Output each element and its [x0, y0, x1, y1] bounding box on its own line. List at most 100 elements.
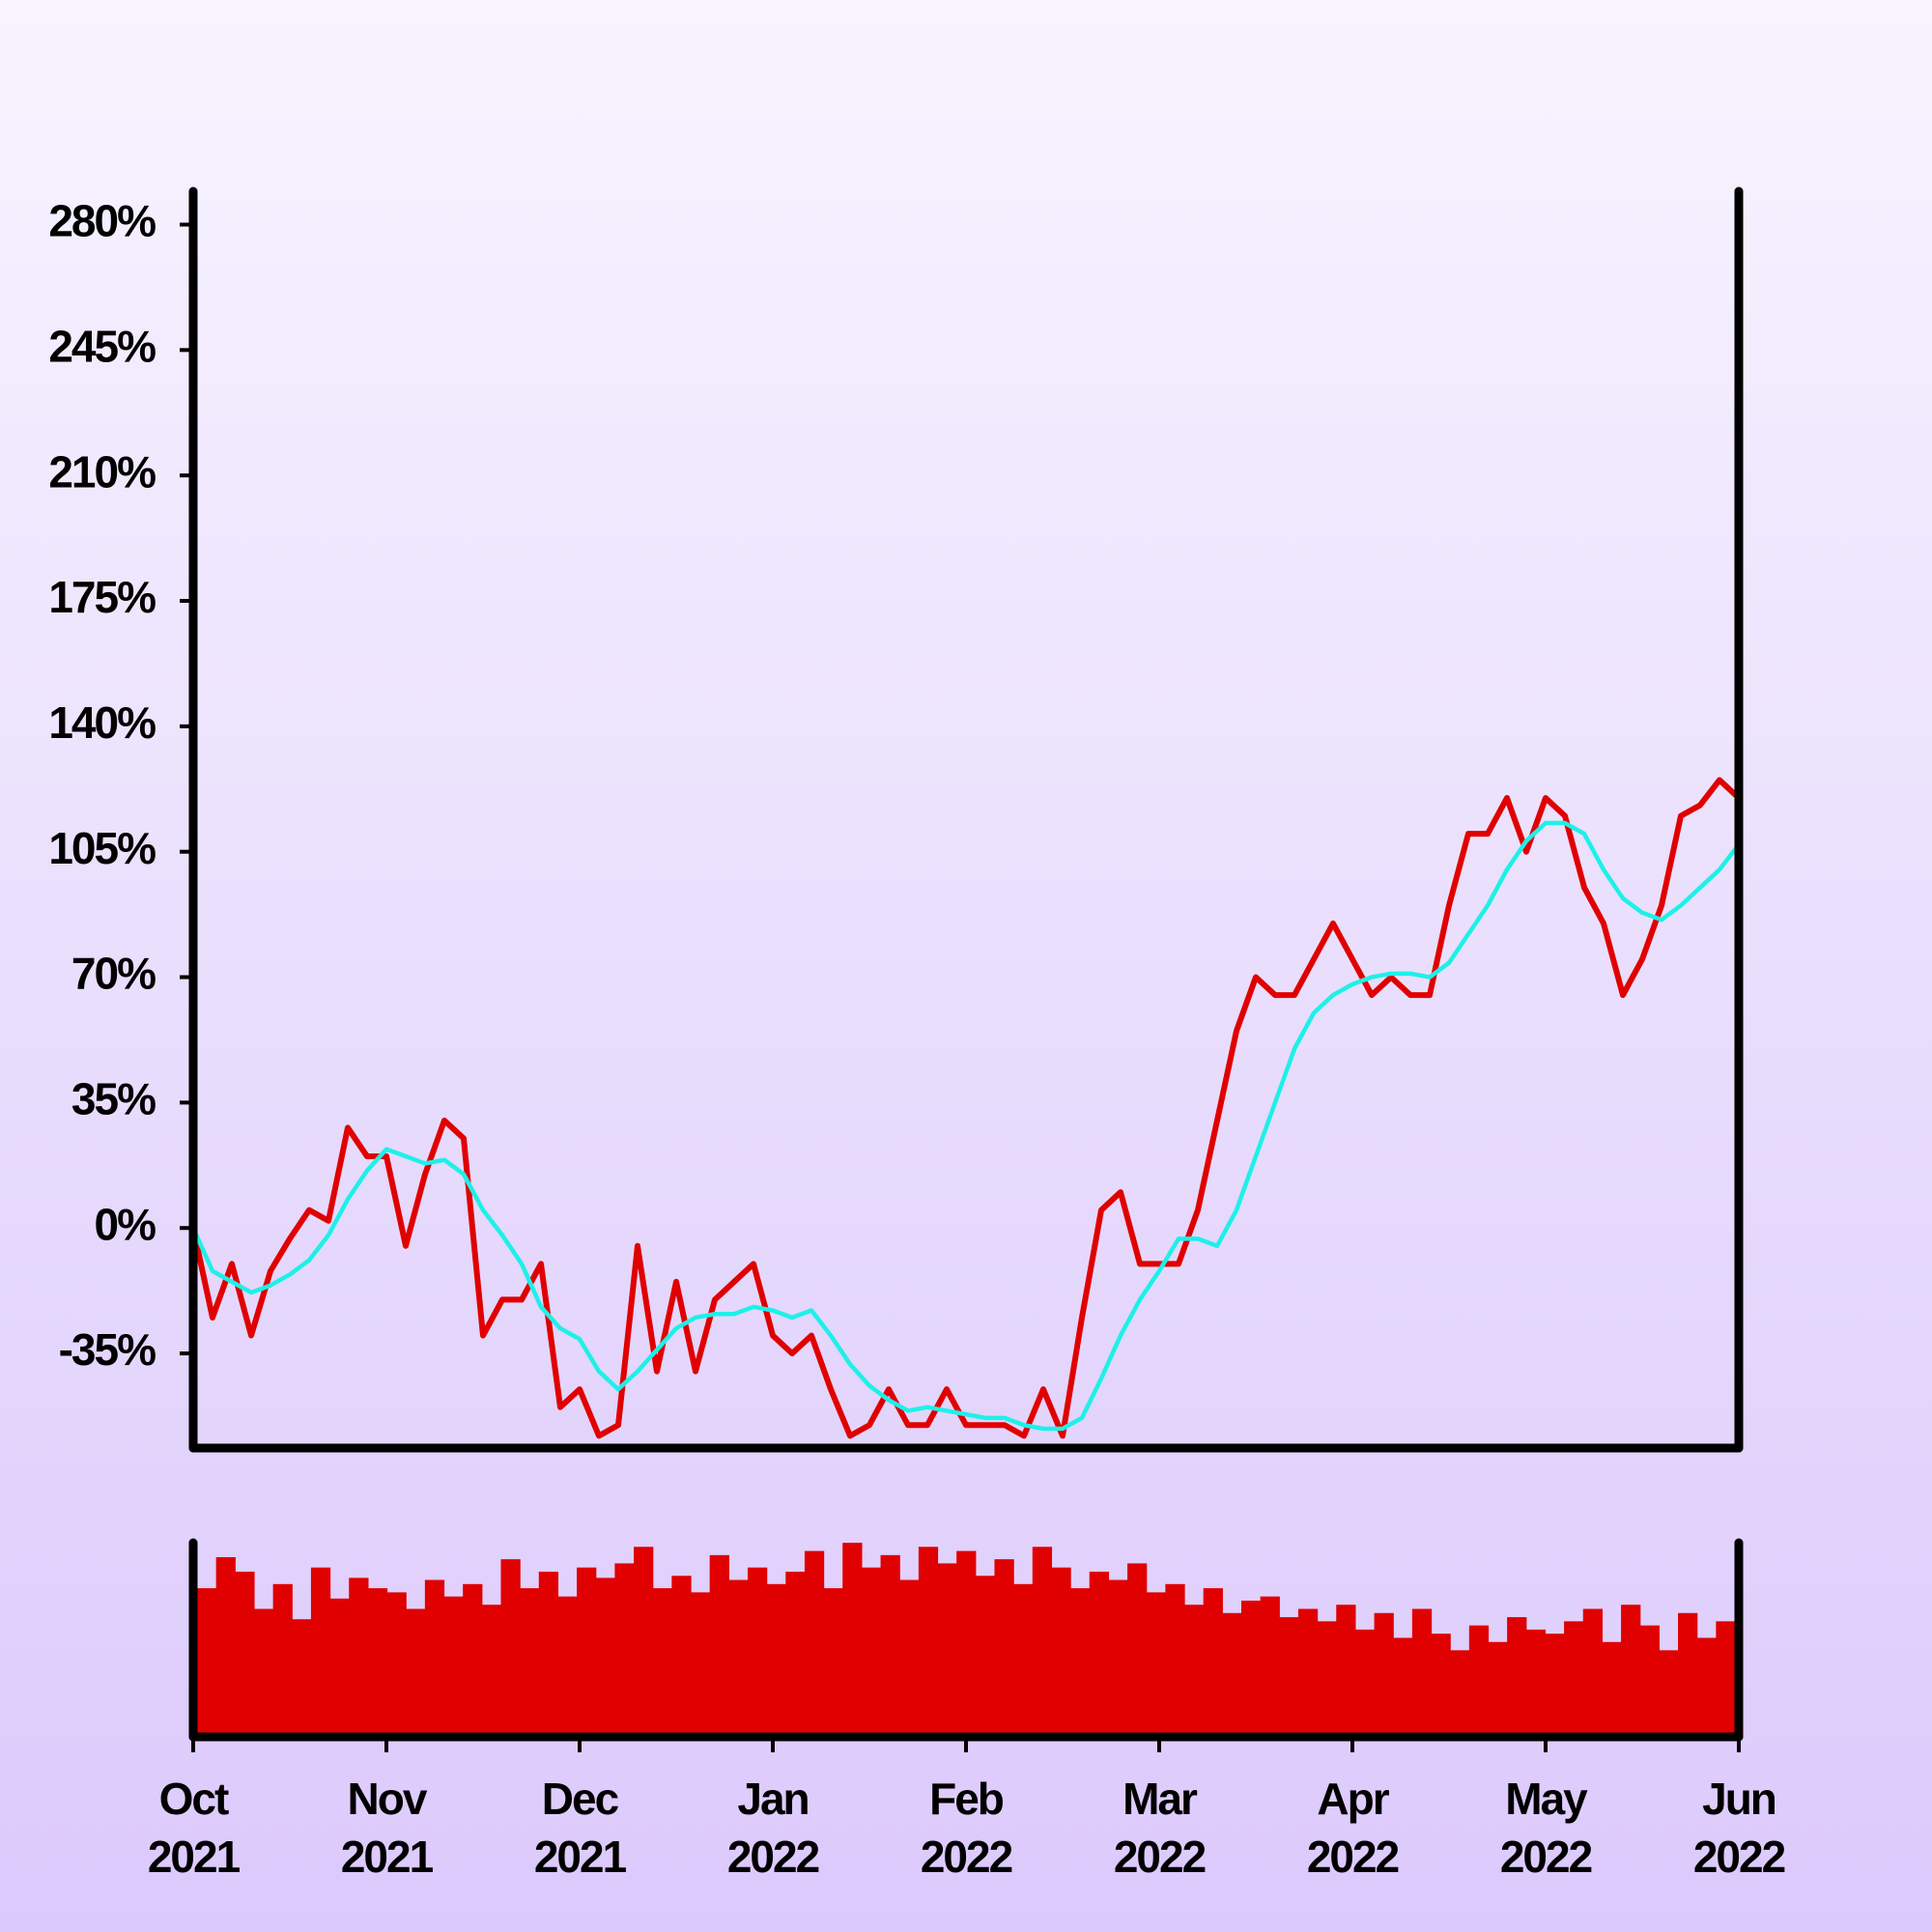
volume-bar	[1716, 1621, 1736, 1733]
volume-bar	[1488, 1641, 1508, 1733]
x-tick-label: Feb 2022	[921, 1774, 1012, 1882]
volume-bar	[463, 1583, 483, 1733]
volume-bar	[1089, 1571, 1110, 1733]
x-tick-label: Jun 2022	[1693, 1774, 1785, 1882]
volume-bar	[1411, 1608, 1433, 1733]
volume-bar	[1013, 1583, 1034, 1733]
volume-bar	[1108, 1579, 1128, 1733]
volume-bar	[747, 1567, 768, 1733]
y-tick-label: 210%	[48, 446, 156, 497]
volume-bar	[1431, 1634, 1451, 1733]
volume-bar	[899, 1579, 920, 1733]
line-series	[193, 777, 1739, 1439]
volume-bar	[1146, 1592, 1166, 1733]
volume-bar	[1374, 1612, 1394, 1733]
volume-bar	[1545, 1634, 1565, 1733]
y-tick-label: 175%	[48, 572, 156, 622]
volume-bar	[235, 1571, 255, 1733]
volume-bar	[424, 1579, 445, 1733]
volume-bar	[215, 1556, 236, 1733]
y-tick-label: -35%	[59, 1324, 156, 1375]
y-tick-label: 140%	[48, 697, 156, 748]
volume-bar	[1525, 1629, 1547, 1733]
volume-bar	[557, 1596, 578, 1733]
volume-bar	[595, 1577, 615, 1733]
volume-bar	[804, 1550, 825, 1733]
volume-bar	[1165, 1583, 1185, 1733]
volume-bar	[709, 1554, 729, 1733]
x-tick-label: Apr 2022	[1307, 1774, 1399, 1882]
volume-bar	[1279, 1617, 1299, 1733]
volume-bar	[1507, 1617, 1527, 1733]
volume-bar	[481, 1605, 502, 1733]
volume-bar	[994, 1559, 1014, 1733]
x-tick-label: Dec 2021	[534, 1774, 627, 1882]
x-tick-label: May 2022	[1500, 1774, 1592, 1882]
volume-bar	[310, 1567, 331, 1733]
y-tick-label: 35%	[71, 1074, 156, 1124]
y-tick-label: 0%	[95, 1199, 156, 1249]
volume-bar	[329, 1598, 350, 1733]
x-tick-label: Oct 2021	[148, 1774, 241, 1882]
volume-bar	[292, 1619, 312, 1733]
volume-bar	[823, 1588, 843, 1733]
volume-bar	[1317, 1621, 1337, 1733]
volume-bar	[349, 1577, 369, 1733]
x-tick-label: Jan 2022	[727, 1774, 819, 1882]
volume-bar	[1336, 1605, 1356, 1733]
volume-bar	[1393, 1637, 1413, 1733]
volume-bar	[937, 1563, 957, 1733]
volume-bar	[1602, 1641, 1622, 1733]
volume-bar	[1203, 1588, 1223, 1733]
volume-bar	[520, 1588, 540, 1733]
volume-bar	[1659, 1650, 1679, 1733]
volume-bar	[1621, 1605, 1641, 1733]
volume-bar	[1582, 1608, 1604, 1733]
y-tick-label: 280%	[48, 196, 156, 246]
volume-bar	[975, 1576, 996, 1733]
volume-bar	[197, 1588, 217, 1733]
volume-bar	[956, 1550, 977, 1733]
volume-bar	[1678, 1612, 1698, 1733]
y-tick-label: 245%	[48, 321, 156, 371]
volume-bar	[691, 1592, 711, 1733]
volume-bar	[728, 1579, 749, 1733]
volume-bar	[785, 1571, 806, 1733]
volume-plot	[197, 1543, 1736, 1733]
volume-bar	[1354, 1629, 1376, 1733]
volume-bar	[386, 1592, 407, 1733]
volume-bar	[1240, 1600, 1262, 1733]
volume-bar	[1127, 1563, 1148, 1733]
volume-bar	[577, 1567, 597, 1733]
volume-bar	[766, 1583, 786, 1733]
volume-bar	[272, 1583, 293, 1733]
volume-bar	[861, 1567, 882, 1733]
volume-bar	[1032, 1547, 1053, 1733]
y-tick-label: 70%	[71, 949, 156, 999]
volume-bar	[538, 1571, 559, 1733]
volume-bar	[918, 1547, 939, 1733]
volume-bar	[500, 1559, 521, 1733]
volume-bar	[1051, 1567, 1071, 1733]
volume-bar	[842, 1543, 863, 1733]
volume-bar	[1070, 1588, 1091, 1733]
volume-bar	[1564, 1621, 1584, 1733]
volume-bar	[1297, 1608, 1319, 1733]
volume-bar	[671, 1576, 692, 1733]
volume-bar	[253, 1608, 274, 1733]
price-plot	[193, 777, 1739, 1439]
volume-bar	[880, 1554, 900, 1733]
volume-bar	[406, 1608, 426, 1733]
volume-bar	[1696, 1637, 1717, 1733]
x-tick-label: Mar 2022	[1114, 1774, 1206, 1882]
volume-bar	[1260, 1596, 1280, 1733]
volume-bar	[614, 1563, 635, 1733]
y-tick-label: 105%	[48, 823, 156, 873]
volume-bar	[634, 1547, 654, 1733]
volume-bar	[1222, 1612, 1242, 1733]
volume-bar	[1184, 1605, 1205, 1733]
line-series	[193, 820, 1739, 1432]
volume-bar	[367, 1588, 388, 1733]
x-tick-label: Nov 2021	[341, 1774, 434, 1882]
